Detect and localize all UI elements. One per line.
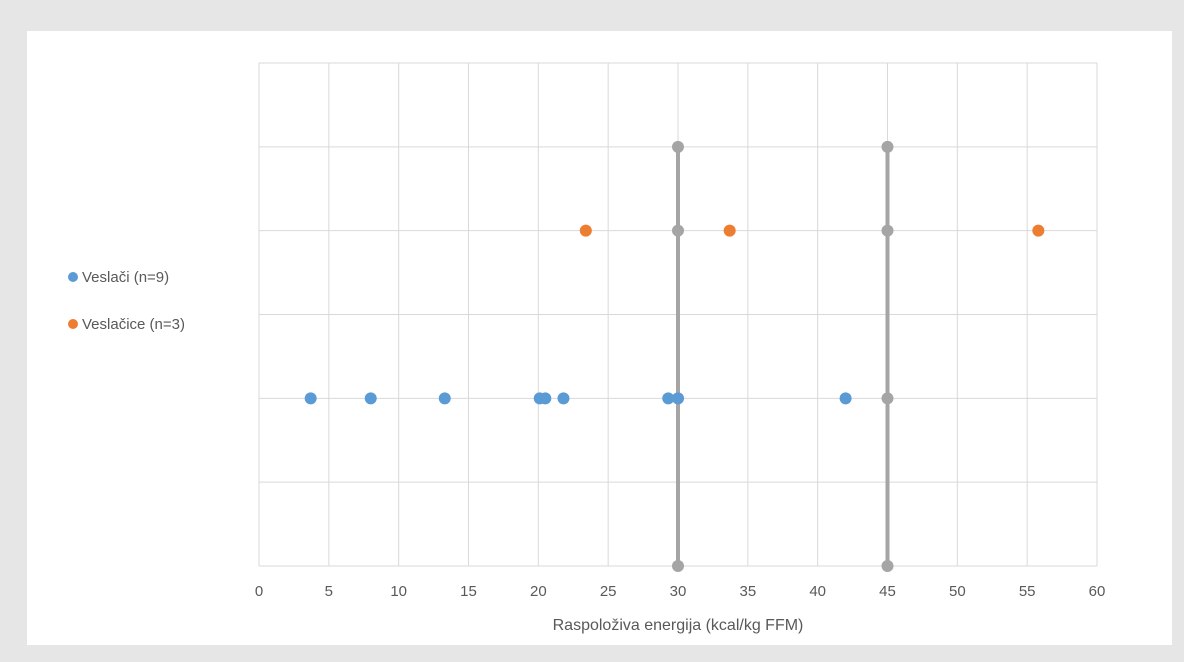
reference-marker — [672, 224, 684, 237]
x-axis-ticks: 0 5 10 15 20 25 30 35 40 45 50 55 60 — [255, 583, 1106, 600]
x-axis-title: Raspoloživa energija (kcal/kg FFM) — [553, 617, 804, 634]
data-point-series-2 — [1032, 224, 1045, 237]
legend: Veslači (n=9) Veslačice (n=3) — [68, 269, 185, 333]
x-tick-label: 20 — [530, 583, 547, 600]
data-point-series-1 — [662, 392, 675, 405]
data-point-series-1 — [557, 392, 570, 405]
data-point-series-1 — [438, 392, 451, 405]
data-point-series-1 — [672, 392, 684, 405]
reference-marker — [881, 140, 894, 153]
data-point-series-2 — [579, 224, 592, 237]
x-tick-label: 60 — [1089, 583, 1106, 600]
x-tick-label: 5 — [325, 583, 333, 600]
x-tick-label: 25 — [600, 583, 617, 600]
x-tick-label: 50 — [949, 583, 966, 600]
legend-marker — [68, 319, 78, 329]
data-point-series-1 — [304, 392, 317, 405]
reference-marker — [672, 560, 684, 572]
x-tick-label: 15 — [460, 583, 477, 600]
x-tick-label: 45 — [879, 583, 896, 600]
reference-marker — [881, 224, 894, 237]
reference-marker — [881, 560, 894, 572]
reference-marker — [881, 392, 894, 405]
x-tick-label: 40 — [809, 583, 826, 600]
x-tick-label: 30 — [670, 583, 687, 600]
data-point-series-1 — [364, 392, 377, 405]
x-tick-label: 0 — [255, 583, 263, 600]
data-point-series-1 — [539, 392, 552, 405]
data-points — [304, 224, 1045, 405]
x-tick-label: 35 — [739, 583, 756, 600]
data-point-series-2 — [723, 224, 736, 237]
legend-label: Veslačice (n=3) — [82, 316, 185, 333]
data-point-series-1 — [839, 392, 852, 405]
x-tick-label: 10 — [390, 583, 407, 600]
legend-label: Veslači (n=9) — [82, 269, 169, 286]
reference-lines — [672, 140, 894, 572]
chart-area: 0 5 10 15 20 25 30 35 40 45 50 55 60 Raspoloživa ene… — [27, 31, 1172, 645]
legend-marker — [68, 272, 78, 282]
x-tick-label: 55 — [1019, 583, 1036, 600]
reference-marker — [672, 140, 684, 153]
chart-svg: 0 5 10 15 20 25 30 35 40 45 50 55 60 Raspoloživa ene… — [68, 62, 1106, 634]
